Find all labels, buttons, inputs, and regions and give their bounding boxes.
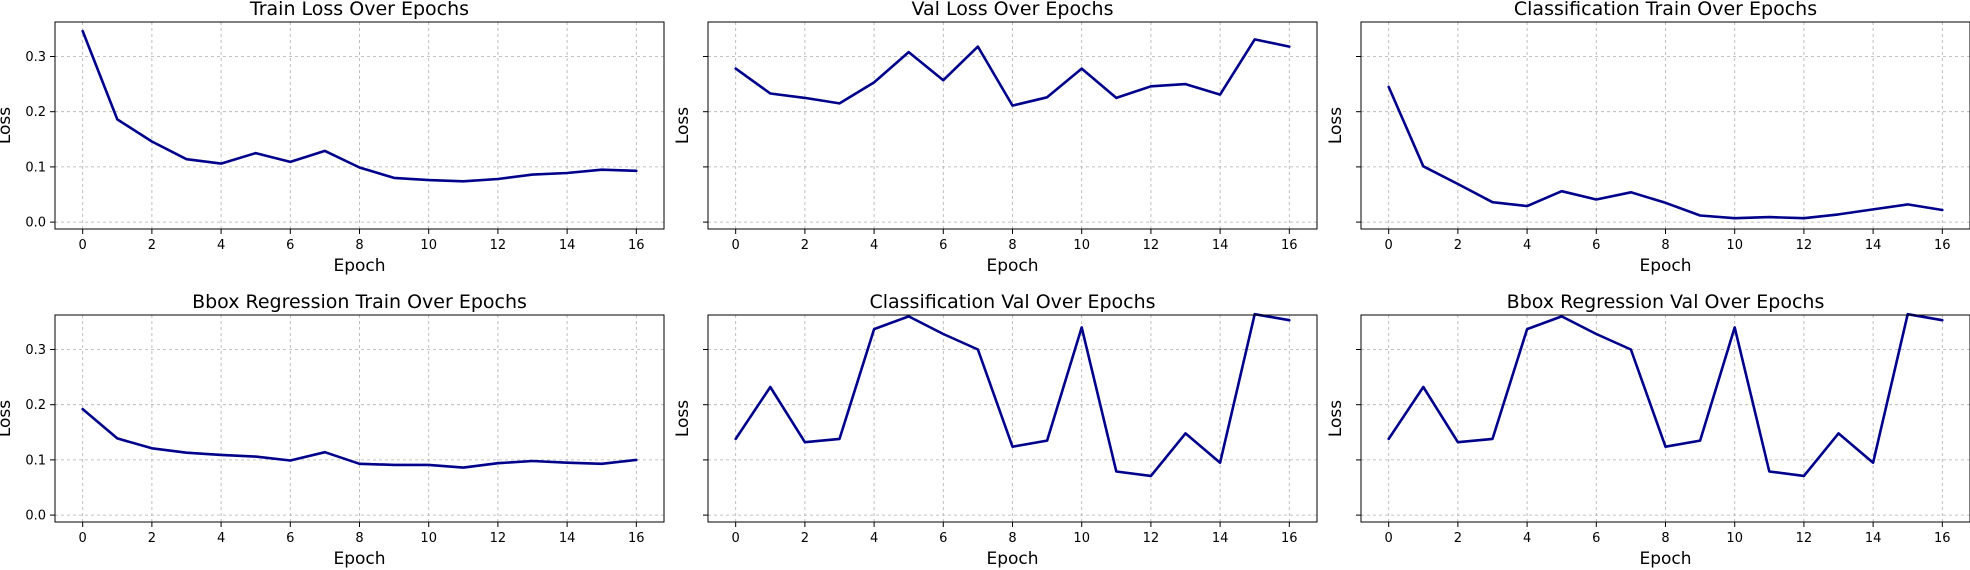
- x-tick-label: 8: [1661, 531, 1669, 546]
- chart-title: Bbox Regression Val Over Epochs: [1507, 291, 1825, 313]
- series-line: [734, 38, 1291, 107]
- x-tick-label: 4: [870, 531, 878, 546]
- x-tick-label: 4: [217, 531, 225, 546]
- x-tick-label: 8: [1008, 531, 1016, 546]
- y-axis-label: Loss: [673, 400, 693, 437]
- x-axis-label: Epoch: [986, 549, 1038, 569]
- chart-panel-1: 0 2 4 6 8 10 12 14 16 0.0 0.1 0.2 0.3 Train Loss Over…: [0, 0, 665, 276]
- chart-panel-4: 0 2 4 6 8 10 12 14 16 0.0 0.1 0.2 0.3 Bbox Regression…: [0, 291, 665, 569]
- x-tick-label: 0: [1385, 531, 1393, 546]
- x-tick-label: 14: [1212, 238, 1229, 253]
- x-tick-label: 10: [1726, 531, 1743, 546]
- x-axis-label: Epoch: [1639, 256, 1691, 276]
- x-tick-label: 14: [559, 531, 576, 546]
- x-tick-label: 14: [1865, 238, 1882, 253]
- x-tick-label: 6: [1592, 238, 1600, 253]
- chart-panel-5: 0 2 4 6 8 10 12 14 16 Classification Val Over Epo…: [673, 291, 1318, 569]
- x-tick-label: 6: [286, 531, 294, 546]
- series-line: [734, 312, 1291, 478]
- y-tick-label: 0.1: [25, 160, 46, 175]
- x-tick-label: 4: [1523, 238, 1531, 253]
- chart-title: Train Loss Over Epochs: [249, 0, 469, 20]
- x-tick-label: 6: [939, 531, 947, 546]
- x-tick-label: 10: [420, 531, 437, 546]
- series-line: [81, 407, 638, 469]
- x-axis-label: Epoch: [333, 256, 385, 276]
- x-axis-label: Epoch: [1639, 549, 1691, 569]
- series-line: [1387, 85, 1944, 220]
- x-tick-label: 8: [1661, 238, 1669, 253]
- y-tick-label: 0.2: [25, 105, 46, 120]
- x-tick-label: 6: [286, 238, 294, 253]
- x-tick-label: 2: [1454, 238, 1462, 253]
- y-tick-label: 0.3: [25, 343, 46, 358]
- x-tick-label: 12: [490, 238, 507, 253]
- chart-panel-6: 0 2 4 6 8 10 12 14 16 Bbox Regression Val Over Ep…: [1326, 291, 1970, 569]
- x-tick-label: 16: [628, 238, 645, 253]
- chart-title: Classification Train Over Epochs: [1514, 0, 1817, 20]
- x-tick-label: 14: [559, 238, 576, 253]
- x-tick-label: 6: [939, 238, 947, 253]
- x-tick-label: 2: [148, 238, 156, 253]
- x-tick-label: 12: [1143, 531, 1160, 546]
- x-tick-label: 4: [217, 238, 225, 253]
- x-tick-label: 14: [1212, 531, 1229, 546]
- x-tick-label: 14: [1865, 531, 1882, 546]
- y-tick-label: 0.3: [25, 50, 46, 65]
- x-tick-label: 0: [79, 238, 87, 253]
- x-axis-label: Epoch: [333, 549, 385, 569]
- x-tick-label: 0: [1385, 238, 1393, 253]
- series-line: [81, 29, 638, 183]
- x-axis-label: Epoch: [986, 256, 1038, 276]
- x-tick-label: 6: [1592, 531, 1600, 546]
- x-tick-label: 2: [148, 531, 156, 546]
- x-tick-label: 4: [1523, 531, 1531, 546]
- x-tick-label: 16: [1281, 531, 1298, 546]
- x-tick-label: 10: [420, 238, 437, 253]
- y-tick-label: 0.1: [25, 453, 46, 468]
- chart-title: Classification Val Over Epochs: [869, 291, 1155, 313]
- y-axis-label: Loss: [1326, 107, 1346, 144]
- series-line: [1387, 312, 1944, 478]
- y-axis-label: Loss: [673, 107, 693, 144]
- y-axis-label: Loss: [1326, 400, 1346, 437]
- x-tick-label: 4: [870, 238, 878, 253]
- y-axis-label: Loss: [0, 107, 15, 144]
- x-tick-label: 0: [732, 531, 740, 546]
- chart-title: Bbox Regression Train Over Epochs: [192, 291, 527, 313]
- y-axis-label: Loss: [0, 400, 15, 437]
- x-tick-label: 0: [79, 531, 87, 546]
- chart-panel-2: 0 2 4 6 8 10 12 14 16 Val Loss Over Epochs Epoch Lo…: [673, 0, 1318, 276]
- x-tick-label: 10: [1073, 238, 1090, 253]
- x-tick-label: 2: [801, 531, 809, 546]
- x-tick-label: 10: [1726, 238, 1743, 253]
- x-tick-label: 8: [355, 238, 363, 253]
- x-tick-label: 8: [355, 531, 363, 546]
- x-tick-label: 2: [801, 238, 809, 253]
- y-tick-label: 0.2: [25, 398, 46, 413]
- x-tick-label: 16: [1934, 238, 1951, 253]
- chart-panel-3: 0 2 4 6 8 10 12 14 16 Classification Train Over E…: [1326, 0, 1970, 276]
- x-tick-label: 12: [490, 531, 507, 546]
- x-tick-label: 16: [628, 531, 645, 546]
- x-tick-label: 8: [1008, 238, 1016, 253]
- x-tick-label: 12: [1796, 238, 1813, 253]
- x-tick-label: 16: [1934, 531, 1951, 546]
- chart-title: Val Loss Over Epochs: [911, 0, 1113, 20]
- x-tick-label: 10: [1073, 531, 1090, 546]
- y-tick-label: 0.0: [25, 509, 46, 524]
- x-tick-label: 2: [1454, 531, 1462, 546]
- x-tick-label: 12: [1143, 238, 1160, 253]
- x-tick-label: 12: [1796, 531, 1813, 546]
- x-tick-label: 0: [732, 238, 740, 253]
- y-tick-label: 0.0: [25, 216, 46, 231]
- x-tick-label: 16: [1281, 238, 1298, 253]
